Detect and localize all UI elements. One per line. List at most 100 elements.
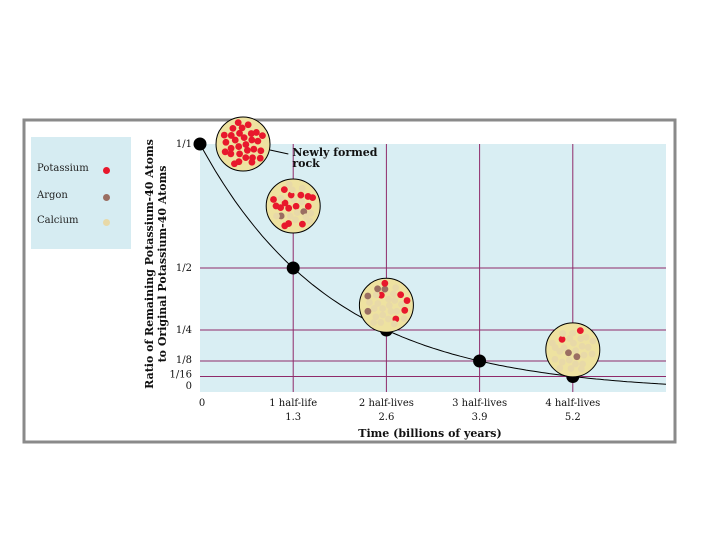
atom-dot bbox=[231, 136, 239, 144]
legend-label: Argon bbox=[37, 190, 68, 201]
atom-dot bbox=[222, 138, 230, 146]
y-axis-title-line-2: to Original Potassium-40 Atoms bbox=[156, 166, 169, 363]
atom-dot bbox=[572, 360, 579, 368]
atom-dot bbox=[559, 330, 567, 337]
x-tick-label: 4 half-lives bbox=[545, 398, 600, 409]
atom-dot bbox=[578, 342, 586, 350]
atom-dot bbox=[397, 291, 405, 299]
atom-dot bbox=[242, 154, 250, 162]
legend-label: Calcium bbox=[37, 215, 79, 226]
atom-dot bbox=[364, 307, 372, 315]
atom-dot bbox=[227, 132, 235, 139]
atom-dot bbox=[381, 285, 389, 293]
atom-dot bbox=[569, 329, 577, 337]
x-tick-label: 1 half-life bbox=[269, 398, 317, 409]
atom-dot bbox=[259, 132, 266, 140]
atom-dot bbox=[277, 194, 285, 202]
legend-label: Potassium bbox=[37, 163, 89, 174]
atom-dot bbox=[392, 284, 400, 292]
x-tick-labels: 0 1 half-life 1.3 2 half-lives 2.6 3 half-liv… bbox=[199, 398, 600, 423]
atom-dot bbox=[285, 181, 293, 188]
atom-dot bbox=[384, 315, 392, 323]
y-tick-label: 1/8 bbox=[176, 355, 192, 366]
atom-dot bbox=[247, 130, 255, 137]
atom-dot bbox=[385, 302, 393, 309]
y-tick-label: 1/2 bbox=[176, 263, 192, 274]
atom-dot bbox=[293, 209, 301, 216]
atom-dot bbox=[256, 154, 264, 162]
atom-dot bbox=[227, 150, 235, 158]
atom-dot bbox=[300, 208, 308, 216]
rock-samples bbox=[215, 116, 601, 378]
legend-item-potassium: Potassium bbox=[37, 163, 89, 174]
atom-dot bbox=[292, 202, 300, 210]
calcium-swatch bbox=[103, 219, 110, 226]
atom-dot bbox=[558, 335, 566, 343]
y-tick-label: 1/4 bbox=[176, 325, 192, 336]
atom-dot bbox=[556, 347, 564, 355]
atom-dot bbox=[567, 365, 575, 372]
annotation-text: rock bbox=[292, 157, 320, 170]
atom-dot bbox=[548, 339, 556, 347]
atom-dot bbox=[366, 299, 373, 306]
atom-dot bbox=[370, 319, 378, 326]
atom-dot bbox=[285, 204, 293, 212]
atom-dot bbox=[572, 347, 580, 355]
atom-dot bbox=[385, 295, 393, 303]
potassium-swatch bbox=[103, 167, 110, 174]
atom-dot bbox=[379, 305, 387, 312]
legend: Potassium Argon Calcium bbox=[31, 137, 131, 249]
atom-dot bbox=[584, 343, 592, 351]
atom-dot bbox=[306, 217, 314, 225]
atom-dot bbox=[272, 202, 280, 210]
x-tick-label: 0 bbox=[199, 398, 205, 409]
atom-dot bbox=[252, 129, 260, 136]
atom-dot bbox=[304, 202, 312, 210]
atom-dot bbox=[287, 191, 295, 199]
atom-dot bbox=[281, 222, 289, 230]
atom-dot bbox=[254, 137, 262, 145]
atom-dot bbox=[248, 136, 256, 144]
atom-dot bbox=[221, 148, 229, 156]
atom-dot bbox=[370, 305, 378, 312]
atom-dot bbox=[582, 333, 590, 341]
atom-dot bbox=[299, 220, 306, 228]
atom-dot bbox=[377, 291, 385, 299]
atom-dot bbox=[286, 212, 294, 220]
y-tick-label: 1/16 bbox=[170, 370, 192, 381]
atom-dot bbox=[229, 124, 237, 132]
atom-dot bbox=[573, 353, 581, 361]
y-tick-labels: 1/1 1/2 1/4 1/8 1/160 bbox=[170, 139, 192, 392]
atom-dot bbox=[393, 307, 401, 315]
argon-swatch bbox=[103, 194, 110, 201]
atom-dot bbox=[280, 186, 288, 194]
atom-dot bbox=[577, 335, 585, 343]
atom-dot bbox=[220, 131, 228, 139]
atom-dot bbox=[377, 319, 385, 326]
atom-dot bbox=[565, 349, 572, 357]
decay-curve bbox=[199, 143, 667, 385]
atom-dot bbox=[400, 315, 408, 323]
atom-dot bbox=[556, 364, 564, 372]
atom-dot bbox=[379, 311, 387, 319]
atom-dot bbox=[578, 365, 585, 373]
atom-dot bbox=[589, 337, 597, 345]
figure-frame bbox=[22, 118, 677, 444]
atom-dot bbox=[236, 129, 243, 137]
atom-dot bbox=[558, 358, 566, 366]
atom-dot bbox=[238, 124, 246, 132]
atom-dot bbox=[298, 184, 306, 192]
atom-dot bbox=[374, 300, 382, 307]
atom-dot bbox=[235, 143, 243, 150]
atom-dot bbox=[588, 350, 596, 358]
y-tick-label: 1/1 bbox=[176, 139, 192, 150]
atom-dot bbox=[387, 308, 395, 315]
atom-dot bbox=[364, 292, 372, 300]
x-tick-sublabel: 1.3 bbox=[285, 412, 301, 423]
atom-dot bbox=[390, 320, 398, 328]
atom-dot bbox=[248, 158, 256, 166]
atom-dot bbox=[381, 279, 389, 287]
data-point bbox=[193, 137, 207, 151]
